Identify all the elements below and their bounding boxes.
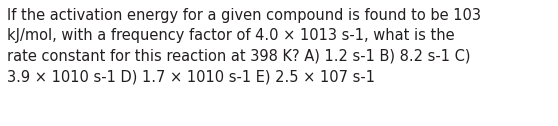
Text: If the activation energy for a given compound is found to be 103
kJ/mol, with a : If the activation energy for a given com… — [7, 8, 481, 84]
